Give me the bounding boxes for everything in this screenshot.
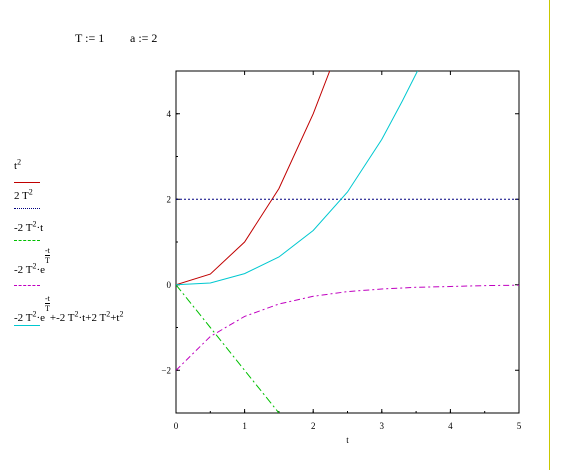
legend-swatch-1 [14, 182, 40, 183]
x-tick-label: 1 [242, 421, 247, 431]
legend-entry-5[interactable]: -2 T2·e -t T +-2 T2·t+2 T2+t2 [14, 294, 124, 324]
legend-entry-3[interactable]: -2 T2·t [14, 219, 44, 234]
legend-swatch-4 [14, 285, 40, 286]
series-line-5 [176, 71, 418, 286]
x-tick-label: 4 [448, 421, 453, 431]
series-group-1 [176, 71, 331, 286]
series-line-4 [176, 284, 519, 371]
legend-entry-1[interactable]: t2 [14, 157, 22, 172]
y-tick-label: 4 [167, 109, 172, 119]
legend-swatch-3 [14, 240, 40, 241]
series-line-1 [176, 71, 331, 286]
legend-entry-4[interactable]: -2 T2·e -t T [14, 246, 50, 276]
series-group-5 [176, 71, 418, 286]
x-axis-label: t [346, 435, 349, 445]
definition-T-text: T := 1 [75, 31, 105, 45]
legend-swatch-5 [14, 325, 40, 326]
y-tick-label: −2 [161, 365, 171, 375]
series-group-4 [176, 284, 519, 371]
series-line-3 [176, 284, 280, 413]
definition-T[interactable]: T := 1 [75, 31, 104, 46]
x-tick-label: 3 [380, 421, 385, 431]
x-tick-label: 0 [174, 421, 179, 431]
y-tick-label: 2 [167, 194, 172, 204]
page-boundary-line [549, 0, 550, 470]
plot-frame [175, 70, 520, 414]
legend-swatch-2 [14, 208, 40, 209]
x-tick-label: 2 [311, 421, 316, 431]
x-tick-label: 5 [517, 421, 522, 431]
series-group-3 [176, 284, 280, 413]
definition-a-text: a := 2 [130, 31, 158, 45]
legend-entry-2[interactable]: 2 T2 [14, 187, 33, 202]
definition-a[interactable]: a := 2 [130, 31, 157, 46]
y-tick-label: 0 [167, 280, 172, 290]
